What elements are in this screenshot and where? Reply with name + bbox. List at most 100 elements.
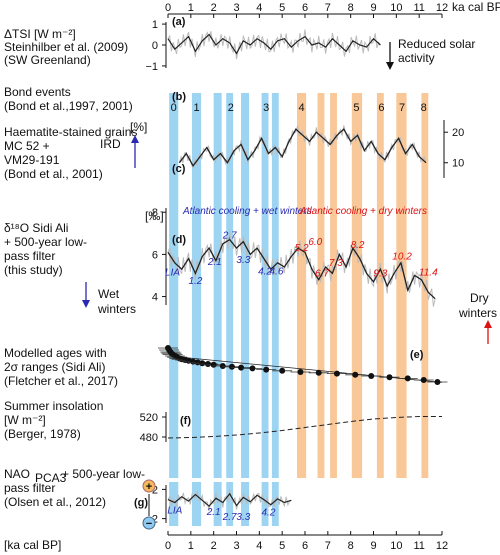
- panel-g-label-4: 4.2: [262, 508, 276, 519]
- blue-band-6: [271, 93, 279, 478]
- panel-c-letter: (c): [172, 163, 186, 175]
- bottom-axis-label: [ka cal BP]: [4, 538, 61, 552]
- panel-a-raw-line: [167, 29, 381, 60]
- panel-a-title-line-2: (SW Greenland): [4, 53, 91, 67]
- panel-e-title-line-2: (Fletcher et al., 2017): [4, 374, 118, 388]
- panel-d-blue-label-6: 4.6: [270, 266, 284, 277]
- panel-a-yaxis-tick-label-2: −1: [145, 61, 158, 73]
- nao-blue-band-6: [271, 482, 279, 526]
- bond-event-number-4: 4: [299, 102, 305, 114]
- bottom-tick-label-9: 9: [370, 540, 376, 552]
- bond-event-number-0: 0: [171, 102, 177, 114]
- panel-e-title-line-1: 2σ ranges (Sidi Ali): [4, 360, 105, 374]
- panel-d-title-line-0: δ¹⁸O Sidi Ali: [4, 221, 68, 235]
- bottom-axis: 0 1 2 3 4 5 6 7 8 9 10 11 12 [ka cal BP]: [4, 531, 448, 552]
- panel-e-point-20: [263, 366, 270, 373]
- solar-annotation-line-0: Reduced solar: [398, 37, 475, 51]
- bottom-tick-label-11: 11: [413, 540, 424, 552]
- panel-g-label-2: 2.7: [222, 512, 237, 523]
- panel-e-point-21: [279, 367, 286, 374]
- bond-event-number-8: 8: [421, 102, 427, 114]
- top-tick-label-2: 2: [211, 2, 217, 14]
- panel-b-letter: (b): [172, 91, 186, 103]
- panel-a-letter: (a): [172, 16, 186, 28]
- panel-c-title-line-0: Haematite-stained grains: [4, 125, 137, 139]
- panel-d-yaxis-tick-label-2: 4: [152, 292, 158, 304]
- panel-e-point-26: [368, 373, 375, 379]
- panel-d-blue-label-5: 4.2: [258, 266, 272, 277]
- bottom-tick-label-0: 0: [165, 540, 171, 552]
- panel-c-yaxis-tick-label-1: 10: [452, 158, 464, 170]
- panel-f-title-line-0: Summer insolation: [4, 399, 103, 413]
- bond-event-number-2: 2: [228, 102, 234, 114]
- dry-label-2: winters: [458, 306, 497, 320]
- bottom-tick-label-2: 2: [211, 540, 217, 552]
- panel-d-red-label-5: 9.3: [373, 269, 387, 280]
- solar-arrow-head: [386, 62, 394, 70]
- panel-g-yaxis-tick-label-0: 2: [152, 484, 158, 496]
- panel-d-blue-label-3: 2.7: [222, 231, 237, 242]
- nao-blue-band-2: [213, 482, 222, 526]
- top-axis: 0 1 2 3 4 5 6 7 8 9 10 11 12 ka cal BP: [165, 0, 500, 18]
- panel-e-point-22: [297, 369, 304, 375]
- panel-e-point-28: [404, 375, 411, 382]
- orange-band-4: [376, 93, 384, 478]
- top-tick-label-10: 10: [390, 2, 402, 14]
- panel-c-raw-line: [178, 125, 427, 170]
- panel-d-title-line-2: pass filter: [4, 249, 55, 263]
- panel-d-red-label-2: 6.7: [315, 269, 329, 280]
- panel-c-ylabel: [%]: [130, 120, 147, 134]
- bottom-tick-label-4: 4: [256, 540, 262, 552]
- panel-e-point-25: [352, 371, 359, 378]
- blue-band-0: [169, 93, 179, 478]
- panel-e-point-13: [199, 360, 206, 367]
- panel-e-point-19: [249, 365, 256, 372]
- bond-event-number-7: 7: [399, 102, 405, 114]
- panel-e-point-16: [219, 363, 226, 369]
- top-tick-label-6: 6: [302, 2, 308, 14]
- orange-band-1: [317, 93, 325, 478]
- panel-d-blue-label-2: 2.1: [207, 257, 222, 268]
- panel-d-letter: (d): [172, 234, 186, 246]
- panel-f-yaxis-tick-label-0: 480: [140, 432, 158, 444]
- panel-g-raw-line: [167, 489, 292, 512]
- panel-e-point-17: [228, 363, 235, 370]
- panel-e-point-27: [386, 374, 393, 381]
- top-tick-label-5: 5: [279, 2, 285, 14]
- panel-g-title-line-3: pass filter: [4, 481, 55, 495]
- panel-d-red-label-7: 11.4: [419, 267, 438, 278]
- bottom-tick-label-3: 3: [233, 540, 239, 552]
- panel-d-red-label-0: 5.2: [295, 243, 309, 254]
- solar-annotation-line-1: activity: [398, 51, 435, 65]
- panel-e-title-line-0: Modelled ages with: [4, 346, 107, 360]
- bond-event-number-5: 5: [353, 102, 359, 114]
- panel-b-title-line-0: Bond events: [4, 85, 71, 99]
- plus-badge-sign: +: [146, 481, 152, 493]
- wet-arrow-head: [82, 300, 90, 308]
- panel-b-title-line-1: (Bond et al.,1997, 2001): [4, 99, 133, 113]
- panel-f-yaxis-tick-label-1: 520: [140, 412, 158, 424]
- panel-g-label-3: 3.3: [236, 512, 250, 523]
- top-tick-label-12: 12: [436, 2, 448, 14]
- top-tick-label-3: 3: [233, 2, 239, 14]
- panel-e-trend: [172, 356, 443, 383]
- bottom-tick-label-7: 7: [325, 540, 331, 552]
- panel-g-title-line-0: NAO: [4, 467, 30, 481]
- panel-e-point-15: [210, 361, 217, 368]
- panel-c-title-line-3: (Bond et al., 2001): [4, 167, 103, 181]
- blue-band-5: [261, 93, 269, 478]
- panel-d-red-label-4: 8.2: [351, 240, 365, 251]
- blue-band-2: [213, 93, 222, 478]
- panel-c-ird-label: IRD: [100, 137, 121, 151]
- ird-arrow-head: [131, 135, 139, 143]
- panel-d-title-line-3: (this study): [4, 263, 63, 277]
- nao-blue-band-3: [226, 482, 234, 526]
- orange-band-2: [330, 93, 337, 478]
- bottom-tick-label-5: 5: [279, 540, 285, 552]
- panel-g-line: [167, 492, 292, 508]
- panel-d-header-red: Atlantic cooling + dry winters: [299, 206, 427, 217]
- panel-f-title-line-1: [W m⁻²]: [4, 413, 46, 427]
- nao-blue-band-1: [191, 482, 202, 526]
